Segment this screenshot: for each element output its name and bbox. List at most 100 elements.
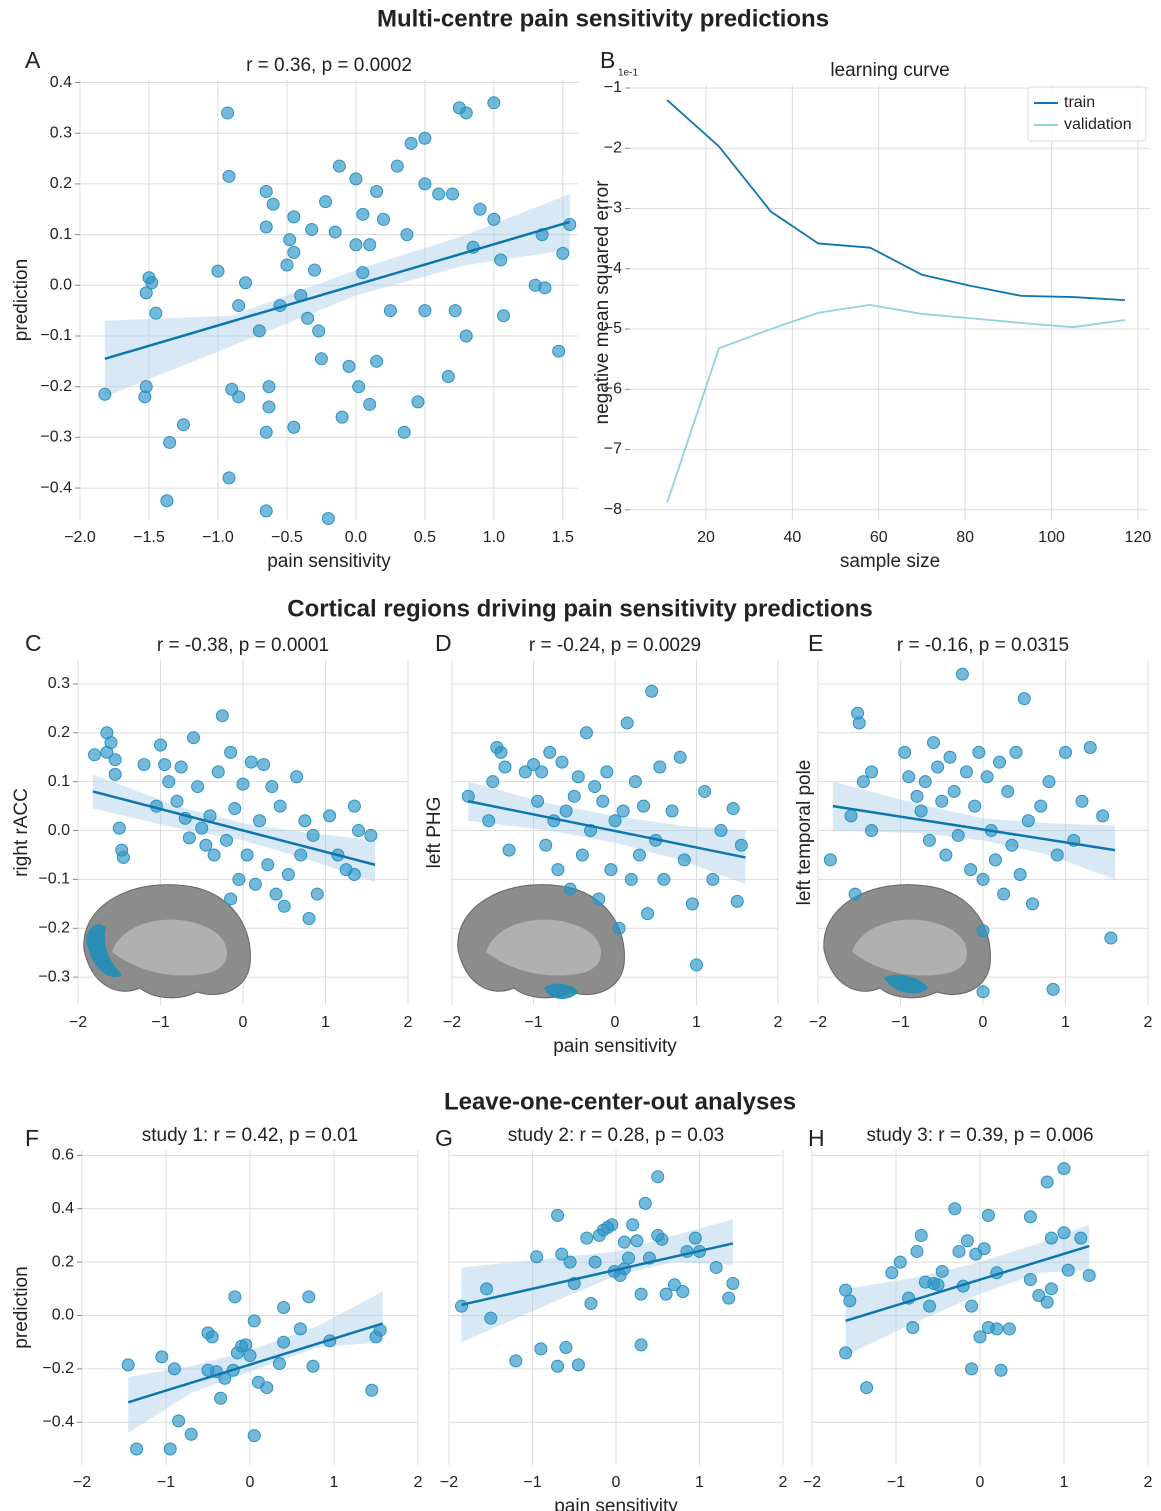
data-point — [964, 863, 978, 877]
data-point — [243, 1349, 257, 1363]
data-point — [665, 804, 679, 818]
data-point — [1009, 745, 1023, 759]
y-tick-label: −0.3 — [40, 429, 72, 446]
y-tick-label: 0.1 — [48, 773, 70, 790]
panel: 20 40 60 80 100 120 −1 −2 −3 −4 −5 −6 −7 −8 B learning … — [592, 47, 1151, 572]
x-axis-label: pain sensitivity — [554, 1496, 678, 1511]
y-tick-label: −0.1 — [40, 327, 72, 344]
data-point — [130, 1442, 144, 1456]
x-tick-label: 2 — [1144, 1474, 1153, 1491]
data-point — [352, 824, 365, 838]
y-tick-label: 0.6 — [52, 1147, 74, 1164]
data-point — [551, 863, 565, 877]
data-point — [571, 1358, 585, 1372]
data-point — [486, 775, 500, 789]
data-point — [370, 185, 384, 199]
data-point — [592, 892, 606, 906]
regression-line — [832, 804, 1116, 852]
data-point — [174, 760, 188, 774]
data-point — [1059, 745, 1072, 759]
panel: −2 −1 0 1 2 H study 3: r = 0.39, p = 0.006 — [803, 1125, 1153, 1491]
data-point — [290, 770, 304, 784]
data-point — [262, 380, 276, 394]
data-point — [138, 390, 152, 404]
data-point — [356, 266, 370, 280]
x-tick-label: 2 — [779, 1474, 788, 1491]
data-point — [1075, 794, 1089, 808]
y-tick-label: 0.4 — [50, 74, 72, 91]
data-point — [411, 395, 425, 409]
y-tick-label: −0.2 — [38, 919, 70, 936]
data-point — [641, 907, 655, 921]
data-point — [605, 1218, 619, 1232]
x-tick-label: 0.5 — [414, 529, 436, 546]
data-point — [534, 1342, 548, 1356]
data-point — [364, 828, 378, 842]
data-point — [277, 1301, 291, 1314]
x-tick-label: −0.5 — [271, 529, 303, 546]
data-point — [163, 1442, 177, 1456]
data-point — [280, 258, 294, 272]
panel: −2 −1 0 1 2 −0.3 −0.2 −0.1 0.0 0.1 0.2 0.3 C r = -0.3… — [11, 630, 413, 1031]
panel-title: learning curve — [830, 60, 949, 81]
brain-region — [86, 924, 122, 978]
data-point — [265, 780, 279, 794]
panel-title: r = -0.24, p = 0.0029 — [529, 635, 701, 656]
data-point — [172, 1414, 186, 1428]
y-tick-label: −7 — [604, 441, 622, 458]
data-point — [1034, 799, 1048, 813]
data-point — [221, 106, 235, 120]
data-point — [287, 420, 301, 434]
x-tick-label: 80 — [956, 529, 974, 546]
data-point — [531, 794, 545, 808]
data-point — [922, 833, 936, 847]
data-point — [823, 853, 837, 867]
data-point — [170, 794, 184, 808]
x-tick-label: 0 — [246, 1474, 255, 1491]
legend: train validation — [1027, 86, 1147, 142]
x-tick-label: 1.0 — [483, 529, 505, 546]
data-point — [993, 755, 1006, 769]
data-point — [955, 667, 969, 681]
y-tick-label: 0.0 — [52, 1307, 74, 1324]
x-tick-label: −1.5 — [133, 529, 165, 546]
x-tick-label: 2 — [404, 1014, 413, 1031]
x-tick-label: −2 — [443, 1014, 461, 1031]
data-point — [563, 882, 577, 896]
x-tick-label: −2.0 — [64, 529, 96, 546]
y-tick-label: 0.0 — [48, 822, 70, 839]
y-axis-label: left PHG — [424, 797, 445, 869]
data-point — [100, 726, 114, 740]
data-point — [262, 400, 276, 414]
y-tick-label: −3 — [604, 200, 622, 217]
y-tick-label: −6 — [604, 380, 622, 397]
data-point — [404, 136, 418, 150]
data-point — [487, 212, 501, 226]
brain-medial — [112, 919, 227, 976]
data-point — [628, 775, 642, 789]
data-point — [1057, 1226, 1071, 1240]
data-point — [257, 758, 271, 772]
panel-title: study 3: r = 0.39, p = 0.006 — [866, 1125, 1093, 1146]
data-point — [363, 397, 377, 411]
series-line — [666, 99, 1126, 301]
data-point — [588, 780, 602, 794]
data-point — [365, 1383, 379, 1397]
data-point — [302, 1290, 316, 1304]
data-point — [556, 246, 570, 260]
data-point — [1023, 1272, 1037, 1286]
x-tick-label: 0.0 — [345, 529, 367, 546]
x-tick-label: 2 — [1144, 1014, 1153, 1031]
data-point — [860, 1381, 874, 1395]
brain-region — [884, 974, 928, 994]
data-point — [1082, 1268, 1096, 1282]
data-point — [617, 1235, 631, 1249]
y-axis-label: prediction — [11, 1266, 32, 1348]
data-point — [588, 1255, 602, 1269]
data-point — [356, 207, 370, 221]
data-point — [730, 894, 744, 908]
data-point — [349, 172, 363, 186]
data-point — [535, 765, 549, 779]
data-point — [400, 228, 414, 242]
panel-title: r = -0.38, p = 0.0001 — [157, 635, 329, 656]
